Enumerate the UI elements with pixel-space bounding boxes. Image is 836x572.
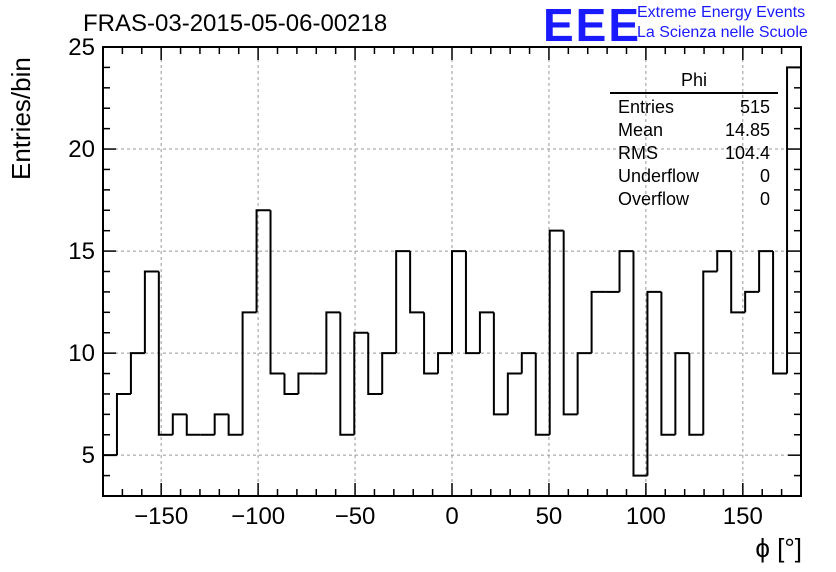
histogram-bin (576, 352, 592, 415)
tick-layer: −150 −100 −50 0 50 100 150 5 10 15 20 25 (68, 34, 801, 530)
y-tick-label: 25 (68, 34, 95, 61)
y-tick-label: 20 (68, 136, 95, 163)
stats-label: Overflow (618, 189, 690, 209)
histogram-bin (297, 372, 313, 394)
histogram-bin (478, 311, 494, 354)
brand-subtitle: La Scienza nelle Scuole (637, 24, 808, 41)
stats-row-rms: RMS 104.4 (610, 142, 778, 165)
x-tick-label: 50 (536, 503, 563, 530)
x-tick-label: −50 (335, 503, 376, 530)
histogram-bin (241, 311, 257, 435)
histogram-bin (520, 352, 536, 374)
stats-label: RMS (618, 143, 658, 163)
histogram-bin (171, 413, 187, 435)
histogram-bin (730, 251, 746, 314)
histogram-bin (534, 353, 550, 436)
stats-value: 515 (739, 97, 770, 117)
stats-label: Underflow (618, 166, 700, 186)
x-tick-label: 100 (626, 503, 666, 530)
histogram-bin (758, 250, 774, 292)
stats-row-overflow: Overflow 0 (610, 188, 778, 211)
histogram-bin (115, 392, 131, 456)
histogram-bin (381, 352, 397, 394)
x-tick-label: 0 (445, 503, 458, 530)
histogram-bin (674, 352, 690, 435)
y-tick-label: 15 (68, 238, 95, 265)
histogram-bin (590, 290, 606, 354)
stats-title: Phi (610, 70, 778, 94)
histogram-bin (548, 229, 564, 435)
brand-block: EEE Extreme Energy Events La Scienza nel… (543, 0, 833, 51)
histogram-bin (786, 66, 801, 374)
histogram-bin (437, 352, 452, 374)
stats-row-mean: Mean 14.85 (610, 119, 778, 142)
stats-value: 14.85 (724, 120, 770, 140)
histogram-bin (772, 251, 788, 375)
histogram-bin (618, 250, 634, 292)
histogram-bin (395, 250, 411, 354)
histogram-bin (283, 373, 299, 395)
histogram-bin (646, 290, 662, 476)
y-tick-label: 10 (68, 340, 95, 367)
histogram-bin (451, 250, 466, 354)
stats-box: Phi Entries 515 Mean 14.85 RMS 104.4 Und… (610, 70, 778, 211)
histogram-bin (129, 352, 145, 394)
histogram-bin (353, 331, 369, 435)
histogram-bin (227, 414, 243, 436)
stats-row-underflow: Underflow 0 (610, 165, 778, 188)
stats-label: Mean (618, 120, 664, 140)
histogram-bin (464, 251, 480, 355)
stats-value: 0 (759, 189, 770, 209)
histogram-bin (185, 414, 201, 436)
histogram-bin (213, 413, 229, 435)
histogram-bin (269, 210, 285, 375)
y-axis-label: Entries/bin (6, 57, 36, 180)
histogram-bin (255, 209, 271, 313)
y-tick-label: 5 (82, 442, 95, 469)
histogram-bin (325, 311, 341, 374)
x-tick-label: 150 (723, 503, 763, 530)
stats-row-entries: Entries 515 (610, 96, 778, 119)
histogram-bin (423, 312, 439, 375)
histogram-bin (157, 271, 173, 436)
histogram-bin (143, 270, 159, 354)
histogram-bin (506, 372, 522, 415)
chart-title: FRAS-03-2015-05-06-00218 (83, 10, 388, 37)
stats-value: 104.4 (724, 143, 770, 163)
histogram-bin (702, 270, 718, 435)
brand-name: Extreme Energy Events (637, 4, 806, 21)
histogram-bin (632, 251, 648, 477)
x-tick-label: −100 (231, 503, 285, 530)
histogram-bin (688, 353, 704, 436)
histogram-bin (660, 291, 676, 436)
histogram-bin (367, 332, 383, 395)
histogram-bin (716, 250, 732, 272)
stats-label: Entries (618, 97, 675, 117)
histogram-bin (492, 312, 508, 416)
histogram-bin (409, 251, 425, 314)
brand-logo: EEE (543, 0, 642, 51)
histogram-bin (744, 290, 760, 313)
stats-value: 0 (759, 166, 770, 186)
histogram-bin (339, 312, 355, 436)
x-axis-label: ϕ [°] (755, 533, 802, 563)
histogram-bin (562, 230, 578, 416)
x-tick-label: −150 (134, 503, 188, 530)
